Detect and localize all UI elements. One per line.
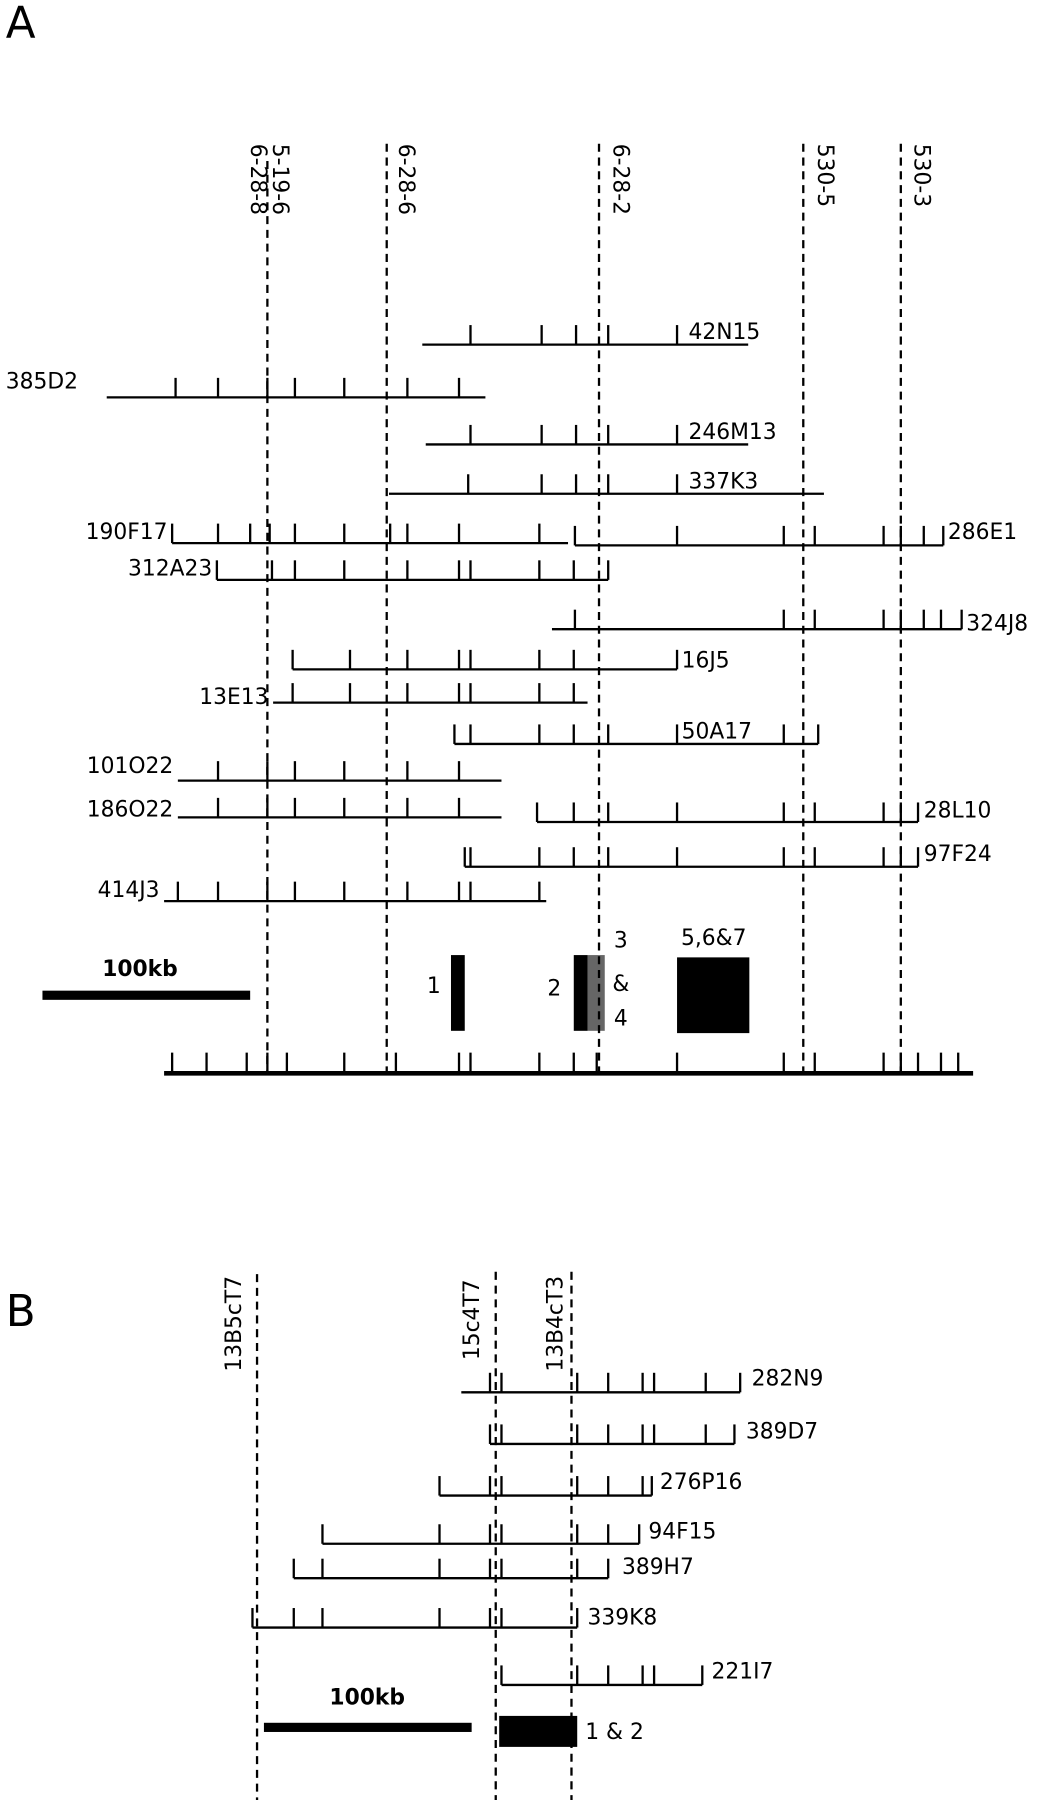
gene-label: & bbox=[612, 972, 629, 997]
marker-label: 15c4T7 bbox=[460, 1279, 485, 1360]
panel-label: B bbox=[6, 1287, 36, 1337]
clone-label: 186O22 bbox=[87, 797, 174, 822]
clone-label: 339K8 bbox=[588, 1605, 658, 1630]
clone-label: 246M13 bbox=[689, 420, 777, 445]
clone-label: 42N15 bbox=[689, 320, 761, 345]
clone-label: 414J3 bbox=[98, 878, 160, 903]
scale-label: 100kb bbox=[102, 957, 178, 982]
clone-label: 97F24 bbox=[924, 842, 992, 867]
marker-label: 13B4cT3 bbox=[544, 1276, 569, 1372]
marker-label: 13B5cT7 bbox=[222, 1276, 247, 1372]
marker-label: 5-19-6 bbox=[267, 144, 292, 215]
clone-label: 16J5 bbox=[682, 648, 730, 673]
clone-label: 312A23 bbox=[128, 557, 212, 582]
gene-label: 3 bbox=[614, 928, 628, 953]
scale-label: 100kb bbox=[329, 1686, 405, 1711]
clone-label: 276P16 bbox=[660, 1470, 742, 1495]
gene-label: 1 & 2 bbox=[585, 1720, 644, 1745]
gene-label: 4 bbox=[614, 1006, 628, 1031]
clone-label: 94F15 bbox=[648, 1519, 716, 1544]
marker-label: 530-3 bbox=[908, 144, 933, 207]
panel-label: A bbox=[6, 0, 36, 49]
marker-label: 530-5 bbox=[812, 144, 837, 207]
clone-label: 190F17 bbox=[86, 520, 168, 545]
clone-label: 28L10 bbox=[924, 799, 992, 824]
clone-label: 324J8 bbox=[966, 612, 1028, 637]
clone-label: 286E1 bbox=[948, 520, 1017, 545]
scale-bar bbox=[42, 990, 251, 1000]
gene-box bbox=[573, 955, 588, 1031]
gene-label: 2 bbox=[547, 977, 561, 1002]
clone-label: 385D2 bbox=[6, 369, 78, 394]
gene-box bbox=[587, 955, 605, 1031]
gene-box bbox=[499, 1715, 578, 1747]
clone-label: 389D7 bbox=[746, 1419, 818, 1444]
scale-bar bbox=[263, 1722, 472, 1732]
clone-label: 282N9 bbox=[752, 1367, 824, 1392]
clone-label: 50A17 bbox=[682, 719, 752, 744]
clone-label: 389H7 bbox=[622, 1555, 694, 1580]
marker-label: 6-28-8 bbox=[245, 144, 270, 215]
marker-label: 6-28-6 bbox=[393, 144, 418, 215]
gene-label: 5,6&7 bbox=[681, 926, 747, 951]
clone-label: 101O22 bbox=[87, 754, 174, 779]
gene-label: 1 bbox=[427, 974, 441, 999]
gene-box bbox=[677, 957, 750, 1034]
clone-label: 13E13 bbox=[199, 685, 268, 710]
clone-label: 337K3 bbox=[689, 469, 759, 494]
marker-label: 6-28-2 bbox=[608, 144, 633, 215]
gene-box bbox=[450, 955, 465, 1031]
clone-label: 221I7 bbox=[711, 1659, 773, 1684]
